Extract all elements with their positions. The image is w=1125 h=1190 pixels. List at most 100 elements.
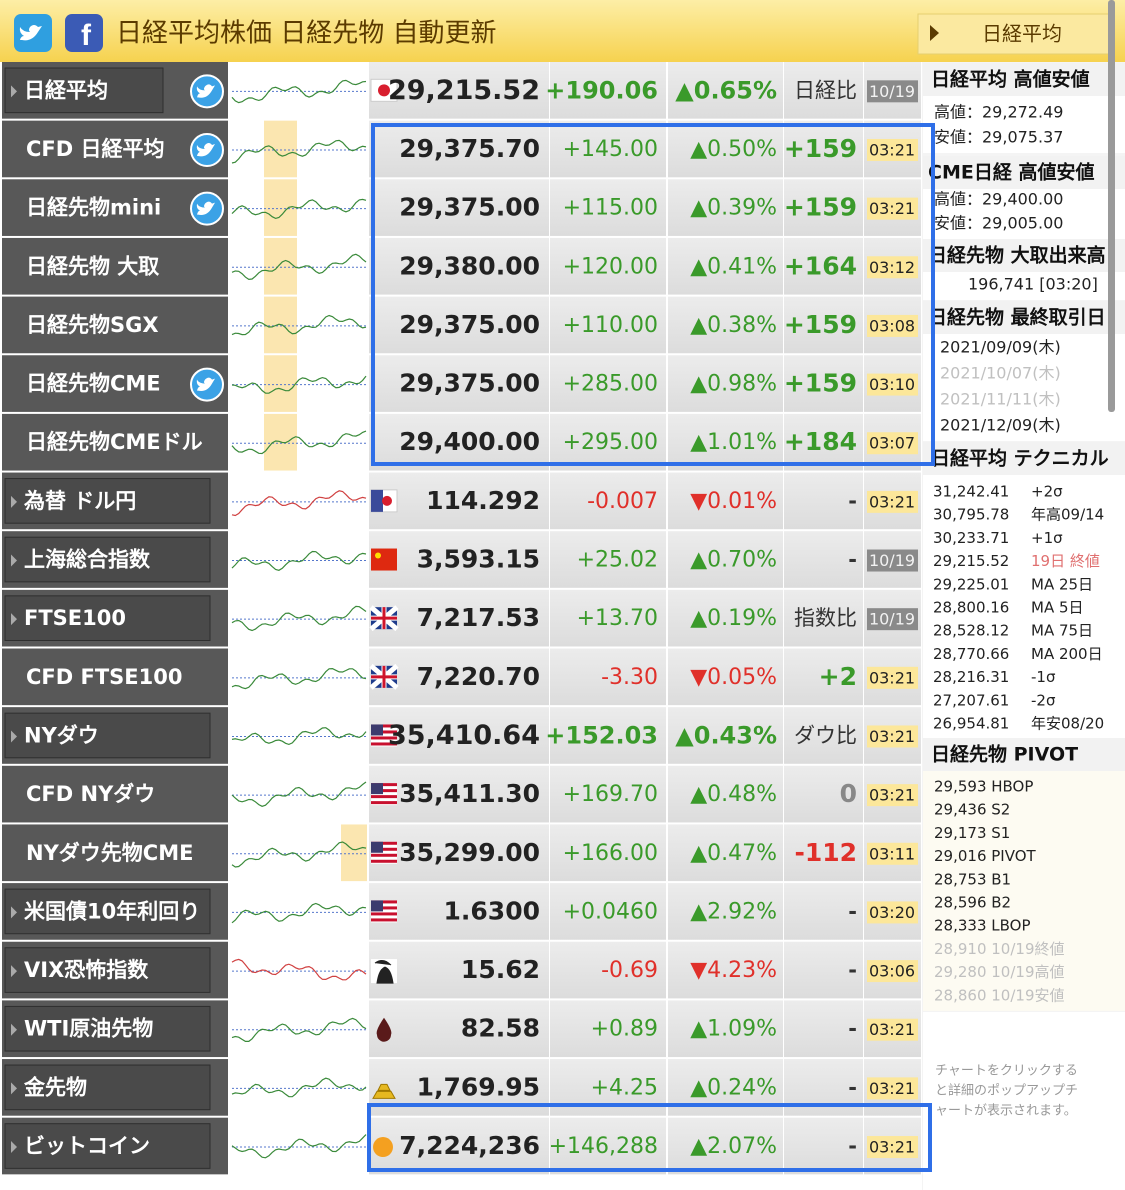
time-badge — [867, 960, 918, 983]
row-name[interactable]: 米国債10年利回り — [24, 899, 200, 923]
row-name[interactable]: 金先物 — [23, 1075, 87, 1099]
time-badge — [867, 256, 918, 279]
name-cell[interactable] — [2, 824, 228, 882]
chart-cell[interactable] — [231, 296, 367, 354]
change-pct: ▲0.70% — [690, 548, 777, 573]
price: 114.292 — [426, 486, 540, 515]
chart-cell[interactable] — [231, 883, 367, 940]
flag-icon — [371, 783, 397, 806]
value-cell — [369, 941, 549, 999]
nav-button[interactable] — [917, 13, 1111, 55]
oil-drop — [376, 1017, 392, 1042]
chart-cell[interactable] — [231, 941, 367, 999]
value-cell — [550, 707, 666, 764]
value-cell — [369, 296, 549, 354]
value-cell — [668, 589, 783, 647]
change-pct: ▲0.24% — [690, 1075, 777, 1100]
row-name[interactable]: WTI原油先物 — [24, 1017, 153, 1041]
name-box — [4, 947, 211, 993]
facebook-icon[interactable] — [65, 14, 103, 52]
value-cell — [550, 355, 666, 412]
row-name[interactable]: 日経先物CME — [26, 372, 161, 396]
name-arrow — [11, 1141, 17, 1154]
name-cell[interactable] — [2, 237, 228, 295]
chart-cell[interactable] — [231, 531, 367, 588]
row-name[interactable]: FTSE100 — [24, 606, 126, 630]
time: 03:08 — [869, 316, 915, 335]
row-name[interactable]: VIX恐怖指数 — [24, 958, 149, 982]
row-name[interactable]: CFD NYダウ — [26, 782, 155, 806]
diff: - — [848, 1017, 857, 1041]
chart-cell[interactable] — [231, 1059, 367, 1116]
flag-icon — [371, 548, 397, 571]
row-name[interactable]: 為替 ドル円 — [24, 489, 136, 513]
row-name[interactable]: 日経先物 大取 — [26, 254, 159, 278]
change: +169.70 — [563, 782, 658, 807]
sidebar-line: 196,741 [03:20] — [968, 275, 1098, 294]
row-name[interactable]: 日経先物SGX — [26, 313, 159, 337]
price: 29,375.00 — [399, 193, 540, 222]
chart-cell[interactable] — [231, 237, 367, 295]
chart-cell[interactable] — [231, 120, 367, 178]
btc-coin — [373, 1137, 393, 1158]
row-name[interactable]: 日経先物mini — [26, 196, 161, 220]
section-body — [923, 475, 1125, 739]
value-cell — [784, 765, 863, 823]
section-body — [923, 96, 1125, 153]
value-cell — [668, 824, 783, 882]
price: 35,410.64 — [388, 720, 540, 751]
chart-cell[interactable] — [231, 472, 367, 530]
name-box — [4, 595, 211, 641]
row-name[interactable]: 上海総合指数 — [24, 548, 151, 572]
chart-cell[interactable] — [231, 413, 367, 471]
name-arrow — [11, 965, 17, 978]
section-body — [923, 272, 1125, 300]
price: 29,375.00 — [399, 310, 540, 339]
flag-dot — [382, 495, 392, 506]
section-header — [923, 301, 1125, 334]
flag-icon — [370, 489, 398, 513]
diff: +159 — [784, 369, 857, 398]
row-name[interactable]: NYダウ先物CME — [26, 841, 193, 865]
value-cell — [369, 707, 549, 764]
row-name[interactable]: 日経先物CMEドル — [26, 430, 203, 454]
value-cell — [369, 179, 549, 236]
sparkline — [231, 550, 367, 571]
change-pct: ▲0.39% — [690, 196, 777, 221]
name-box — [4, 478, 211, 524]
value-cell — [784, 531, 863, 588]
value-cell — [369, 1000, 549, 1058]
diff: +184 — [784, 427, 857, 456]
row-name[interactable]: ビットコイン — [24, 1134, 150, 1158]
tech-label: -1σ — [1031, 668, 1056, 686]
highlight-box — [371, 123, 935, 466]
chart-cell[interactable] — [231, 1117, 367, 1175]
tech-value: 29,215.52 — [933, 552, 1009, 570]
row-name[interactable]: CFD FTSE100 — [26, 665, 182, 689]
row-name[interactable]: NYダウ — [24, 723, 99, 747]
name-cell[interactable] — [2, 765, 228, 823]
name-cell[interactable] — [2, 413, 228, 471]
nav-label[interactable]: 日経平均 — [982, 22, 1062, 46]
name-cell[interactable] — [2, 648, 228, 706]
chart-cell[interactable] — [231, 62, 367, 119]
name-box — [4, 1123, 211, 1169]
section-title: 日経先物 PIVOT — [931, 743, 1078, 766]
price: 29,400.00 — [399, 427, 540, 456]
chart-cell[interactable] — [231, 765, 367, 823]
name-cell[interactable] — [2, 296, 228, 354]
tech-value: 29,225.01 — [933, 575, 1009, 593]
section-title: 日経先物 最終取引日 — [928, 306, 1106, 329]
section-body — [923, 189, 1125, 239]
name-arrow — [11, 1023, 17, 1036]
value-cell — [668, 707, 783, 764]
value-cell — [668, 531, 783, 588]
section-title: 日経平均 テクニカル — [931, 447, 1109, 470]
tech-value: 28,800.16 — [933, 599, 1009, 617]
row-name[interactable]: CFD 日経平均 — [26, 137, 165, 161]
chart-cell[interactable] — [231, 648, 367, 706]
chart-cell[interactable] — [231, 1000, 367, 1058]
row-name[interactable]: 日経平均 — [24, 78, 108, 102]
flag-stripe — [371, 847, 397, 851]
